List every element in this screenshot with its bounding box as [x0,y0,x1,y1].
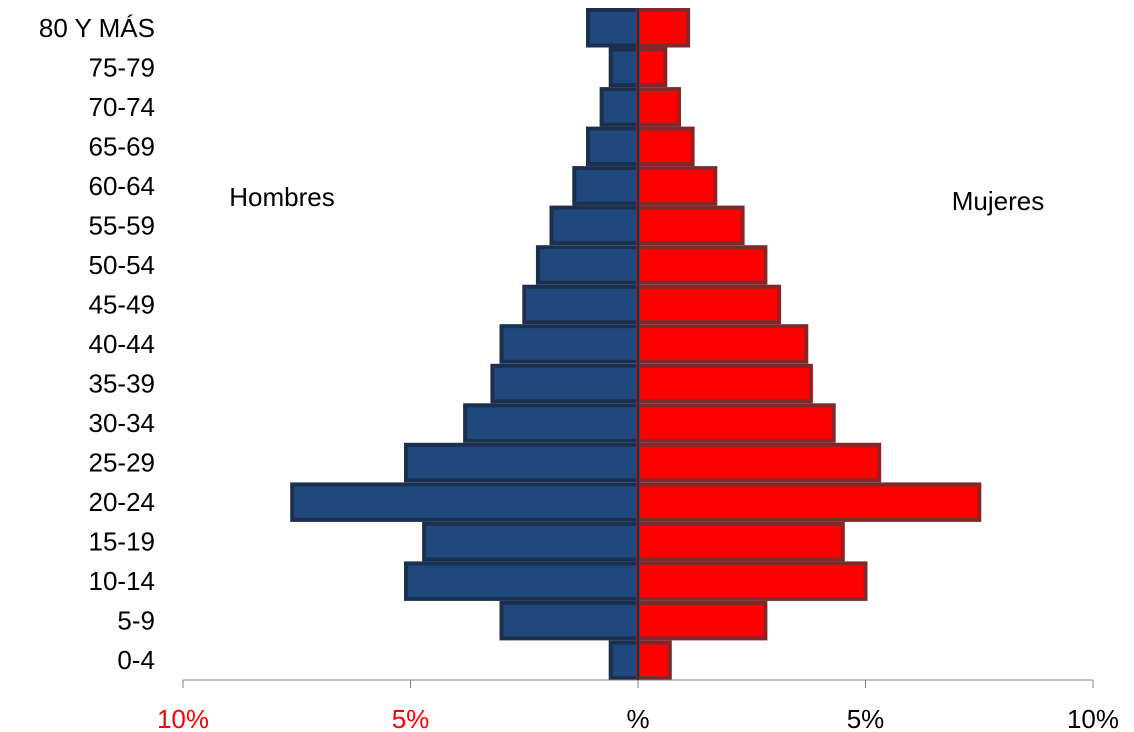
mujeres-label: Mujeres [952,186,1044,216]
age-group-label-15: 75-79 [89,52,156,82]
age-group-labels: 0-4 5-9 10-14 15-19 20-24 25-29 30-34 35-39 40-4… [39,13,155,675]
hombres-bars [290,8,641,680]
mujeres-bar-5 [636,442,882,483]
age-group-label-10: 50-54 [89,250,156,280]
age-group-label-13: 65-69 [89,131,156,161]
x-tick-label-2: % [626,704,649,732]
age-group-label-4: 20-24 [89,487,156,517]
age-group-label-8: 40-44 [89,329,156,359]
x-tick-label-4: 10% [1067,704,1119,732]
age-group-label-16: 80 Y MÁS [39,13,155,43]
mujeres-bar-0 [636,640,672,680]
mujeres-bar-13 [636,126,695,167]
hombres-bar-0 [608,640,641,680]
mujeres-bar-16 [636,8,691,48]
hombres-bar-1 [499,600,640,641]
hombres-bar-12 [572,166,640,206]
age-group-label-9: 45-49 [89,290,156,320]
age-group-label-14: 70-74 [89,92,156,122]
age-group-label-11: 55-59 [89,210,156,240]
mujeres-bars [636,8,982,680]
age-group-label-5: 25-29 [89,448,156,478]
mujeres-bar-9 [636,284,782,325]
age-group-label-6: 30-34 [89,408,156,438]
age-group-label-2: 10-14 [89,566,156,596]
mujeres-bar-11 [636,205,745,246]
hombres-bar-7 [490,363,640,404]
mujeres-bar-7 [636,363,813,404]
mujeres-bar-3 [636,521,845,562]
hombres-bar-11 [549,205,640,246]
age-group-label-7: 35-39 [89,369,156,399]
mujeres-bar-4 [636,482,982,522]
x-tick-label-3: 5% [847,704,885,732]
mujeres-bar-10 [636,245,768,285]
age-group-label-12: 60-64 [89,171,156,201]
mujeres-bar-14 [636,87,681,127]
hombres-bar-6 [463,403,640,443]
mujeres-bar-15 [636,47,668,87]
x-tick-label-0: 10% [157,704,209,732]
hombres-bar-16 [586,8,641,48]
age-group-label-1: 5-9 [117,606,155,636]
hombres-bar-14 [599,87,640,127]
mujeres-bar-6 [636,403,836,443]
hombres-bar-4 [290,482,640,522]
x-axis: 10% 5%% 5% 10% [157,8,1119,732]
hombres-label: Hombres [229,182,334,212]
mujeres-bar-1 [636,600,768,641]
hombres-bar-9 [522,284,641,325]
hombres-bar-3 [422,521,640,562]
hombres-bar-13 [586,126,641,167]
hombres-bar-10 [535,245,641,285]
mujeres-bar-8 [636,324,809,364]
age-group-label-3: 15-19 [89,527,156,557]
hombres-bar-8 [499,324,640,364]
x-tick-label-1: 5% [392,704,430,732]
hombres-bar-5 [404,442,640,483]
hombres-bar-2 [404,561,640,601]
hombres-bar-15 [608,47,641,87]
mujeres-bar-12 [636,166,718,206]
mujeres-bar-2 [636,561,868,601]
age-group-label-0: 0-4 [117,645,155,675]
